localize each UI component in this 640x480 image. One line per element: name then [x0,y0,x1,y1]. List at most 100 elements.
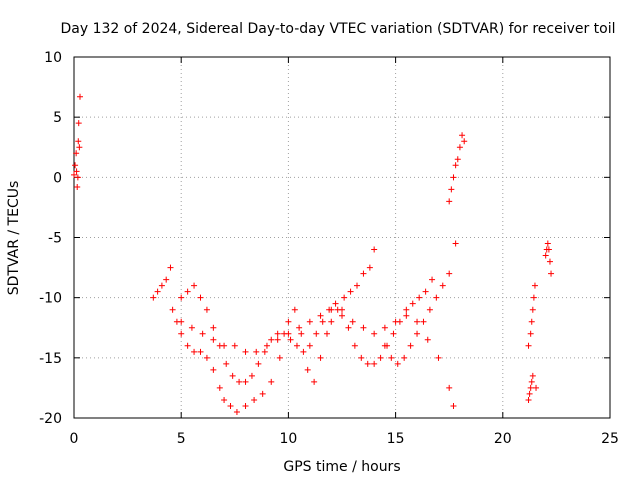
data-point [525,396,532,403]
data-point [392,318,399,325]
data-point [446,198,453,205]
y-tick-label: 0 [53,170,62,186]
data-point [429,276,436,283]
data-point [345,324,352,331]
data-point [163,276,170,283]
y-tick-label: 10 [44,50,62,66]
data-point [354,282,361,289]
data-point [75,120,82,127]
data-point [526,390,533,397]
data-point [197,294,204,301]
data-point [251,396,258,403]
data-point [76,144,83,151]
data-point [227,402,234,409]
data-point [154,288,161,295]
data-point [548,270,555,277]
series-pass-f [446,132,468,205]
data-point [73,150,80,157]
data-point [306,318,313,325]
data-point [403,306,410,313]
data-point [401,354,408,361]
series-pass-h [525,372,536,403]
data-point [216,384,223,391]
data-point [167,264,174,271]
data-point [454,156,461,163]
series-pass-g [525,282,540,391]
data-point [446,384,453,391]
x-axis-label: GPS time / hours [283,459,400,475]
data-point [529,306,536,313]
data-point [71,171,77,178]
series-pass-i [542,240,555,277]
grid-lines [74,57,610,418]
data-point [203,306,210,313]
x-tick-label: 10 [279,431,297,447]
data-point [448,186,455,193]
data-point [285,330,292,337]
data-point [533,384,540,391]
data-point [360,324,367,331]
series-pass-d [178,306,457,409]
data-point [229,372,236,379]
data-point [339,306,345,313]
data-point [319,318,326,325]
data-point [274,336,281,343]
data-point [360,270,367,277]
data-point [528,378,535,385]
data-point [403,312,410,319]
data-point [527,384,534,391]
data-point [341,294,348,301]
data-point [77,93,84,100]
data-point [313,330,320,337]
data-point [178,318,185,325]
data-point [433,294,440,301]
data-point [210,336,217,343]
x-tick-label: 0 [70,431,79,447]
data-point [414,318,421,325]
series-pass-a [71,93,84,190]
data-point [242,402,249,409]
data-point [371,246,378,253]
data-point [364,360,371,367]
x-axis-tick-labels: 0 5 10 15 20 25 [70,431,619,447]
data-point [544,240,551,247]
data-point [197,348,204,355]
data-point [422,288,429,295]
data-point [439,282,446,289]
data-point [306,342,313,349]
data-point [293,342,300,349]
y-tick-label: -15 [39,351,62,367]
data-point [529,372,536,379]
y-tick-label: -5 [48,231,62,247]
data-point [199,330,206,337]
x-tick-label: 25 [601,431,619,447]
x-tick-label: 20 [494,431,512,447]
data-point [210,324,217,331]
data-point [525,342,532,349]
data-point [407,342,414,349]
data-point [242,348,249,355]
data-point [435,354,442,361]
data-point [545,246,552,253]
data-point [394,360,401,367]
data-point [184,288,191,295]
data-point [339,312,345,319]
data-point [298,330,305,337]
data-points [71,93,555,415]
series-pass-c [178,276,436,385]
data-point [259,390,266,397]
data-point [73,168,80,175]
data-point [158,282,165,289]
data-point [74,174,81,181]
y-tick-label: 5 [53,110,62,126]
data-point [191,348,198,355]
axis-ticks [73,56,611,419]
data-point [236,378,243,385]
data-point [450,402,457,409]
data-point [178,294,185,301]
data-point [388,354,395,361]
data-point [255,360,262,367]
y-axis-tick-labels: -20 -15 -10 -5 0 5 10 [39,50,62,427]
data-point [304,366,311,373]
data-point [358,354,365,361]
